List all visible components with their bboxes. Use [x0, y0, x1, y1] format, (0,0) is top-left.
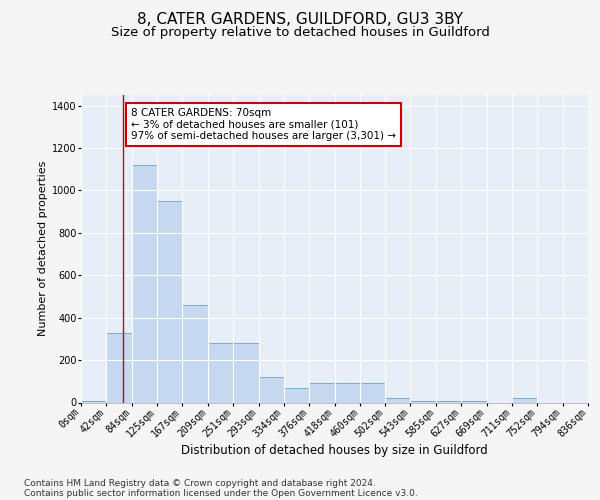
X-axis label: Distribution of detached houses by size in Guildford: Distribution of detached houses by size … [181, 444, 488, 457]
Bar [385, 398, 410, 402]
Bar [182, 305, 208, 402]
Bar [360, 384, 385, 402]
Bar [512, 398, 537, 402]
Bar [157, 201, 182, 402]
Y-axis label: Number of detached properties: Number of detached properties [38, 161, 48, 336]
Bar [132, 165, 157, 402]
Bar [284, 388, 309, 402]
Text: 8, CATER GARDENS, GUILDFORD, GU3 3BY: 8, CATER GARDENS, GUILDFORD, GU3 3BY [137, 12, 463, 28]
Bar [335, 384, 360, 402]
Bar [309, 384, 335, 402]
Bar [106, 332, 132, 402]
Text: Contains public sector information licensed under the Open Government Licence v3: Contains public sector information licen… [24, 489, 418, 498]
Text: Size of property relative to detached houses in Guildford: Size of property relative to detached ho… [110, 26, 490, 39]
Text: 8 CATER GARDENS: 70sqm
← 3% of detached houses are smaller (101)
97% of semi-det: 8 CATER GARDENS: 70sqm ← 3% of detached … [131, 108, 396, 141]
Bar [208, 343, 233, 402]
Bar [233, 343, 259, 402]
Text: Contains HM Land Registry data © Crown copyright and database right 2024.: Contains HM Land Registry data © Crown c… [24, 479, 376, 488]
Bar [259, 377, 284, 402]
